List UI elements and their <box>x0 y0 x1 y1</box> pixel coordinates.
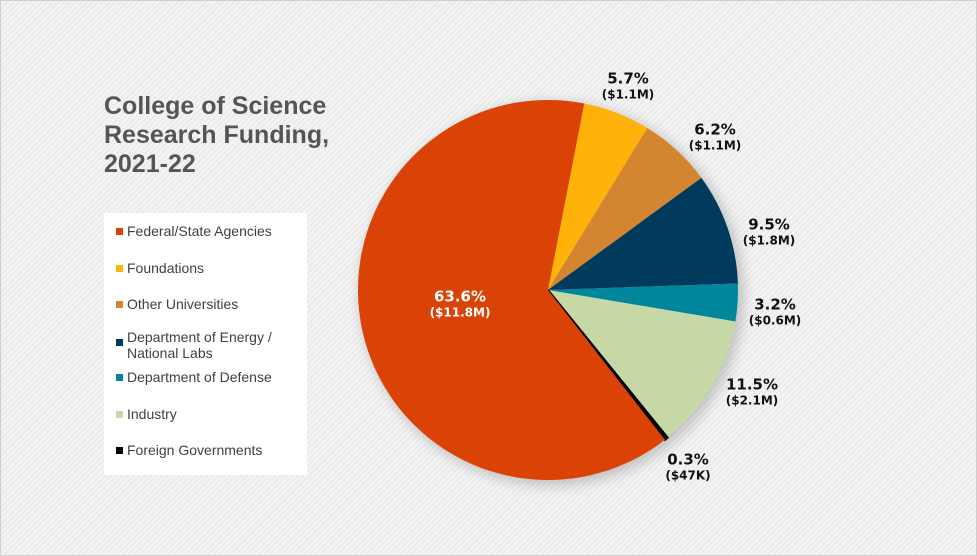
legend-label: National Labs <box>127 345 213 361</box>
data-label-amount: ($47K) <box>665 468 711 483</box>
data-label-amount: ($0.6M) <box>748 313 802 328</box>
legend-item-dod: Department of Defense <box>116 369 272 385</box>
chart-title: College of Science Research Funding, 202… <box>104 92 329 179</box>
legend-item-foreign: Foreign Governments <box>116 442 262 458</box>
data-label: 11.5% ($2.1M) <box>726 376 779 409</box>
legend-item-federal: Federal/State Agencies <box>116 223 272 239</box>
data-label-percent: 6.2% <box>694 120 736 139</box>
legend-label: Foundations <box>127 260 205 276</box>
data-label: 63.6% ($11.8M) <box>430 288 491 321</box>
title-line: College of Science <box>104 92 327 120</box>
data-label-percent: 5.7% <box>607 69 649 88</box>
data-label-amount: ($1.1M) <box>688 138 742 153</box>
legend-item-foundations: Foundations <box>116 260 204 276</box>
data-label-amount: ($1.8M) <box>742 233 796 248</box>
data-label-amount: ($2.1M) <box>725 393 779 408</box>
data-label-percent: 11.5% <box>725 375 779 394</box>
legend-label: Foreign Governments <box>127 442 263 458</box>
data-label-percent: 3.2% <box>754 295 796 314</box>
legend-label: Department of Defense <box>127 369 272 385</box>
data-label: 6.2% ($1.1M) <box>689 121 742 154</box>
legend-item-other-universities: Other Universities <box>116 296 238 312</box>
legend-swatch <box>116 411 123 418</box>
data-label-amount: ($11.8M) <box>429 305 491 320</box>
legend-swatch <box>116 374 123 381</box>
data-label: 0.3% ($47K) <box>665 451 710 484</box>
data-label-percent: 0.3% <box>667 450 709 469</box>
title-line: Research Funding, <box>104 121 330 149</box>
legend-label: Industry <box>127 406 177 422</box>
title-line: 2021-22 <box>104 150 196 178</box>
data-label: 5.7% ($1.1M) <box>602 70 655 103</box>
pie-slice-foundations <box>548 103 648 290</box>
legend-swatch <box>116 339 123 346</box>
data-label-percent: 63.6% <box>433 287 487 306</box>
legend-item-doe: Department of Energy / National Labs <box>116 329 272 361</box>
legend: Federal/State Agencies Foundations Other… <box>104 213 307 475</box>
legend-label: Other Universities <box>127 296 239 312</box>
pie-slice-foreign-governments <box>547 289 670 442</box>
legend-swatch <box>116 228 123 235</box>
legend-swatch <box>116 301 123 308</box>
legend-swatch <box>116 447 123 454</box>
pie-slice-federal-state-agencies <box>358 100 665 481</box>
pie-slice-other-universities <box>548 128 702 290</box>
data-label: 9.5% ($1.8M) <box>743 216 796 249</box>
pie-slice-industry <box>548 290 736 438</box>
data-label-percent: 9.5% <box>748 215 790 234</box>
legend-swatch <box>116 265 123 272</box>
data-label: 3.2% ($0.6M) <box>749 296 802 329</box>
legend-label: Federal/State Agencies <box>127 223 272 239</box>
pie-slice-department-of-energy-national-labs <box>548 177 738 290</box>
legend-label: Department of Energy / <box>127 329 272 345</box>
legend-item-industry: Industry <box>116 406 177 422</box>
data-label-amount: ($1.1M) <box>601 87 655 102</box>
pie-slice-department-of-defense <box>548 283 738 322</box>
